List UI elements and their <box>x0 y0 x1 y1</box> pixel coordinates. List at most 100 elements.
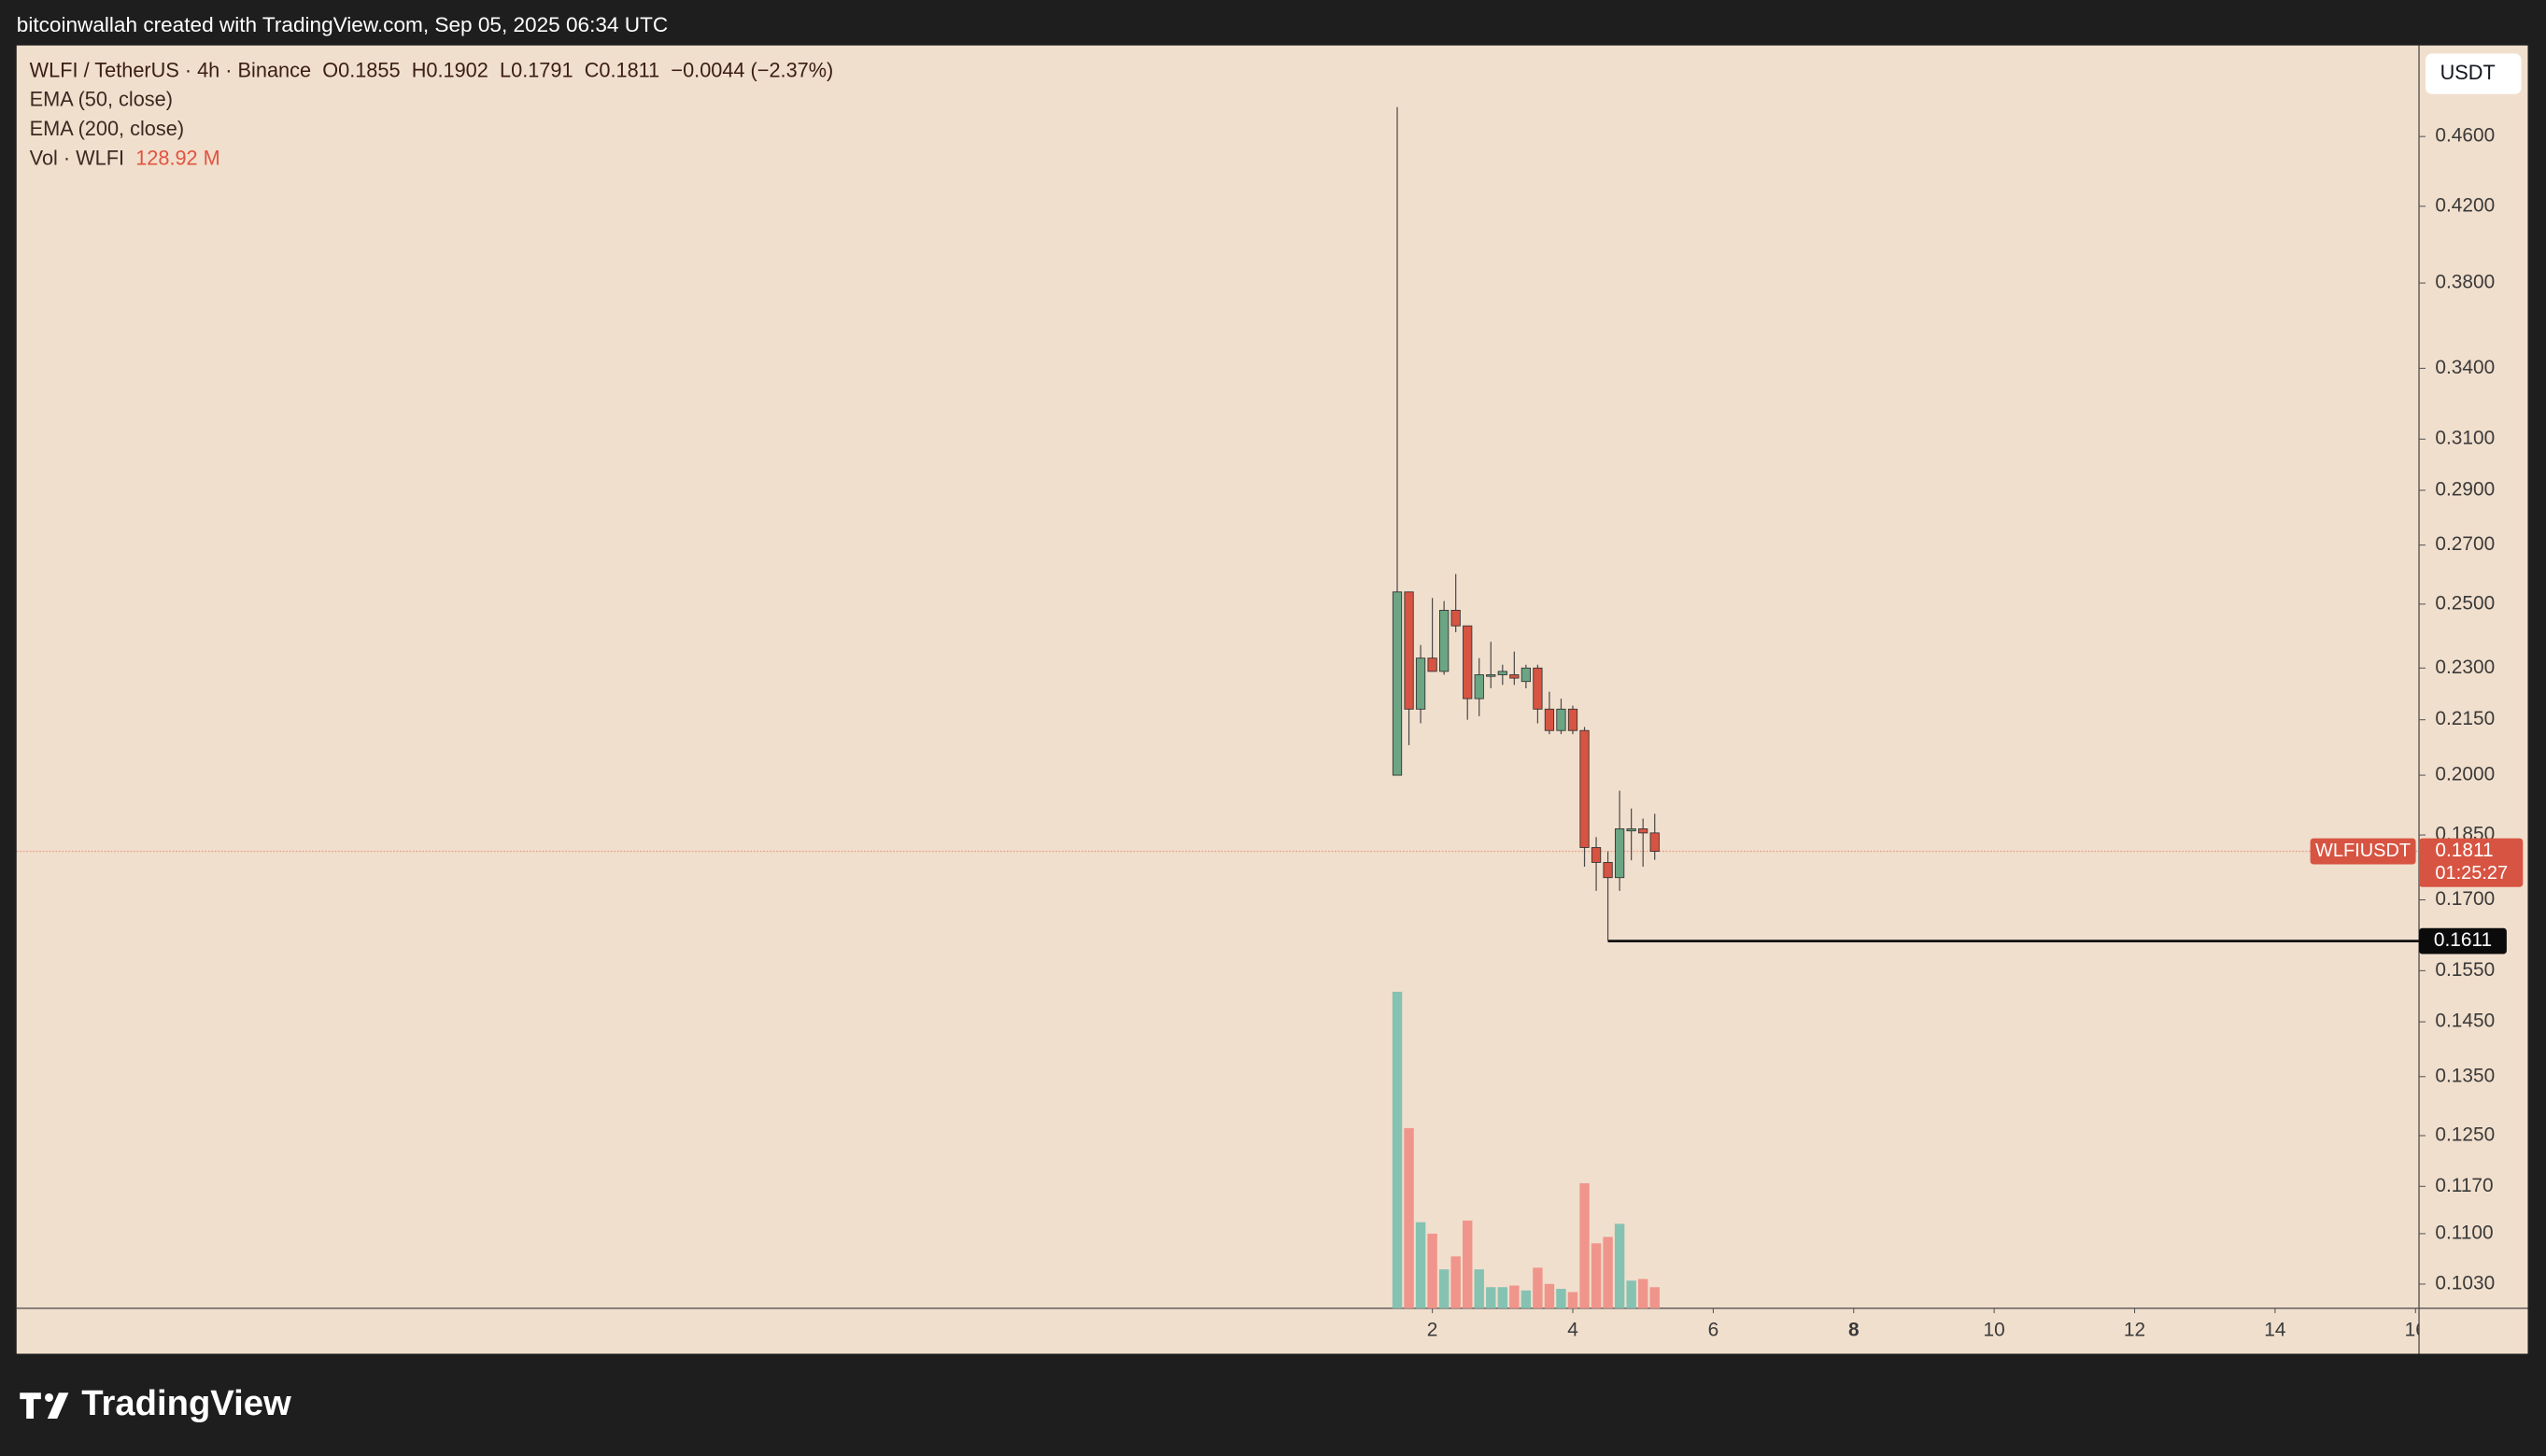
volume-bar <box>1497 1287 1508 1308</box>
legend-key: H <box>412 58 427 81</box>
candle-body <box>1544 708 1555 731</box>
y-tick-label: 0.3400 <box>2435 357 2495 378</box>
volume-bar <box>1404 1127 1414 1308</box>
candle-body <box>1497 671 1507 675</box>
candle-body <box>1392 591 1403 776</box>
candle-body <box>1474 674 1484 700</box>
y-tick-label: 0.3800 <box>2435 272 2495 293</box>
y-tick-label: 0.2700 <box>2435 533 2495 555</box>
candle-body <box>1591 847 1602 863</box>
y-tick-label: 0.2000 <box>2435 764 2495 785</box>
volume-bar <box>1533 1267 1543 1308</box>
legend-value: 0.1791 <box>511 58 573 81</box>
volume-bar <box>1438 1269 1450 1308</box>
candle-body <box>1439 610 1450 672</box>
price-tag <box>2419 838 2524 887</box>
volume-bar <box>1462 1220 1473 1308</box>
candle-body <box>1404 591 1414 710</box>
legend-value: 0.1902 <box>426 58 488 81</box>
y-tick-label: 0.1030 <box>2435 1272 2495 1293</box>
footer-logo <box>20 1392 69 1420</box>
volume-bar <box>1415 1222 1426 1308</box>
symbol-tag <box>2310 838 2416 865</box>
y-tick-label: 0.1100 <box>2435 1222 2493 1243</box>
indicator-label[interactable]: EMA (50, close) <box>30 87 173 110</box>
candle-body <box>1509 674 1520 679</box>
logo-shape <box>20 1392 41 1420</box>
candle-body <box>1486 674 1496 677</box>
y-tick-label: 0.4600 <box>2435 125 2495 147</box>
volume-last-label: 128.92 M <box>135 146 220 169</box>
y-tick-label: 0.4200 <box>2435 194 2495 216</box>
y-tick-label: 0.1250 <box>2435 1124 2495 1145</box>
symbol-tag-label: WLFIUSDT <box>2315 841 2411 861</box>
volume-bar <box>1474 1269 1484 1308</box>
attribution: bitcoinwallah created with TradingView.c… <box>17 13 668 36</box>
x-tick-label: 2 <box>1427 1320 1438 1341</box>
y-tick-label: 0.2900 <box>2435 478 2495 500</box>
candle-body <box>1649 832 1660 853</box>
candle-body <box>1614 828 1625 879</box>
logo-shape <box>47 1392 69 1420</box>
volume-bar <box>1567 1292 1578 1308</box>
x-tick-label: 16 <box>2405 1320 2426 1341</box>
x-tick-label: 10 <box>1984 1320 2005 1341</box>
volume-bar <box>1427 1233 1437 1308</box>
footer-brand: TradingView <box>81 1383 291 1423</box>
volume-bar <box>1626 1280 1636 1308</box>
candle-body <box>1521 667 1531 683</box>
candle-body <box>1556 708 1566 731</box>
volume-bar <box>1486 1287 1496 1308</box>
volume-bar <box>1392 991 1403 1308</box>
legend-value: 0.1811 <box>599 58 659 81</box>
candle-body <box>1579 729 1590 848</box>
y-tick-label: 0.1550 <box>2435 959 2495 981</box>
y-tick-label: 0.1450 <box>2435 1011 2495 1032</box>
indicator-label[interactable]: EMA (200, close) <box>30 117 184 140</box>
y-tick-label: 0.2500 <box>2435 592 2495 614</box>
volume-name: Vol · WLFI <box>30 146 124 169</box>
y-tick-label: 0.1170 <box>2435 1175 2493 1196</box>
countdown-label: 01:25:27 <box>2435 863 2508 883</box>
legend-key: C <box>585 58 600 81</box>
candle-body <box>1567 708 1578 731</box>
plot-area <box>16 45 2528 1354</box>
level-tag <box>2419 927 2507 954</box>
price-tag-label: 0.1811 <box>2435 840 2493 861</box>
volume-bar <box>1544 1283 1555 1308</box>
currency-button[interactable] <box>2425 53 2522 94</box>
y-tick-label: 0.3100 <box>2435 428 2495 449</box>
volume-legend[interactable]: Vol · WLFI 128.92 M <box>30 146 220 169</box>
volume-bar <box>1556 1288 1566 1308</box>
candle-body <box>1450 610 1461 627</box>
x-tick-label: 6 <box>1708 1320 1719 1341</box>
level-tag-label: 0.1611 <box>2434 929 2492 951</box>
legend-key: O <box>322 58 338 81</box>
volume-bar <box>1521 1290 1532 1308</box>
volume-bar <box>1603 1237 1613 1308</box>
volume-bar <box>1591 1243 1602 1308</box>
legend-key: L <box>500 58 511 81</box>
x-axis: 2 4 6 8 10 12 14 16 <box>1427 1308 2426 1341</box>
legend-change: −0.0044 (−2.37%) <box>671 58 833 81</box>
x-tick-label: 8 <box>1848 1320 1860 1341</box>
candle-body <box>1463 625 1473 700</box>
x-tick-label: 14 <box>2264 1320 2285 1341</box>
candle-body <box>1626 828 1636 832</box>
y-tick-label: 0.2150 <box>2435 708 2495 729</box>
y-tick-label: 0.1700 <box>2435 888 2495 910</box>
x-tick-label: 12 <box>2124 1320 2145 1341</box>
candle-body <box>1415 657 1426 710</box>
logo-shape <box>45 1392 54 1402</box>
y-tick-label: 0.1350 <box>2435 1065 2495 1086</box>
volume-bar <box>1509 1285 1520 1308</box>
volume-bar <box>1637 1279 1648 1308</box>
currency-button-label[interactable]: USDT <box>2440 61 2496 84</box>
candle-body <box>1603 862 1613 879</box>
legend-value: 0.1855 <box>338 58 400 81</box>
volume-bar <box>1579 1182 1590 1308</box>
legend-line: WLFI / TetherUS · 4h · Binance O0.1855 H0.… <box>30 58 834 81</box>
candle-body <box>1638 828 1648 834</box>
